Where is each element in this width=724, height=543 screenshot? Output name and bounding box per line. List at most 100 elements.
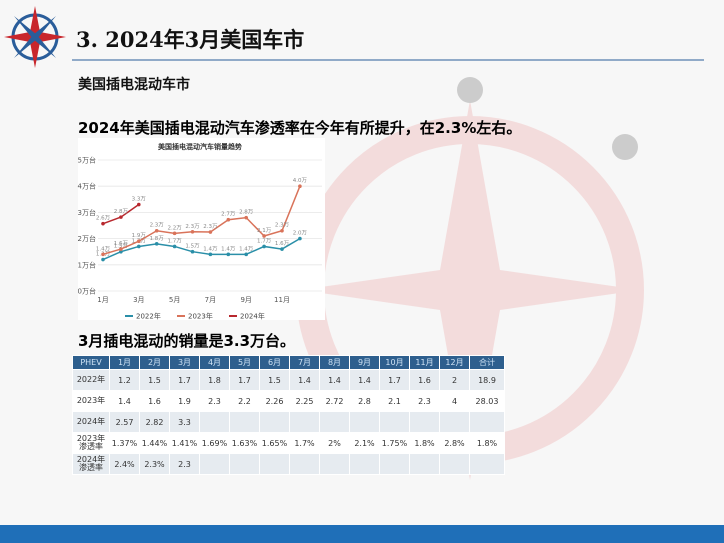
data-label: 1.4万 <box>239 245 254 252</box>
table-cell <box>439 453 470 475</box>
table-cell: 1.6 <box>409 369 440 391</box>
point <box>119 249 123 254</box>
table-cell: 2.3% <box>139 453 170 475</box>
table-cell: 1.41% <box>169 432 200 454</box>
table-cell: 1.69% <box>199 432 230 454</box>
point <box>137 244 141 249</box>
point <box>226 217 231 222</box>
table-cell: 1.5 <box>259 369 290 391</box>
table-cell: 5月 <box>229 355 260 370</box>
table-cell: 2.1 <box>379 390 410 412</box>
table-cell: 1.65% <box>259 432 290 454</box>
table-cell: 1.6 <box>139 390 170 412</box>
table-cell: PHEV <box>72 355 110 370</box>
x-tick-label: 3月 <box>133 296 144 304</box>
data-label: 1.7万 <box>167 237 182 244</box>
table-cell <box>469 453 505 475</box>
table-cell: 1.4 <box>289 369 320 391</box>
point <box>101 252 105 257</box>
table-cell: 1.7 <box>379 369 410 391</box>
table-cell: 2022年 <box>72 369 110 391</box>
table-cell <box>319 453 350 475</box>
text: 2024年美国插电混动汽车渗透率在今年有所提升，在2.3%左右。 <box>78 119 522 137</box>
table-cell: 2.72 <box>319 390 350 412</box>
table-cell: 1.4 <box>349 369 380 391</box>
table: PHEV 1月 2月 3月 4月 5月 6月 7月 8月 9月 10月 11月 12月 合计 2022年 1.… <box>72 355 505 475</box>
point <box>208 252 213 257</box>
point <box>154 242 159 246</box>
data-label: 2.3万 <box>185 223 200 230</box>
data-label: 2.8万 <box>239 209 254 216</box>
table-cell: 1.44% <box>139 432 170 454</box>
point <box>137 202 141 207</box>
table-cell: 2.4% <box>109 453 140 475</box>
chart-title: 美国插电混动汽车销量趋势 <box>158 142 242 151</box>
x-tick-label: 1月 <box>97 296 108 304</box>
point <box>172 244 177 249</box>
data-label: 2.0万 <box>293 230 308 237</box>
footer-bar <box>0 525 724 543</box>
table-row: 2024年 2.57 2.82 3.3 <box>72 411 505 433</box>
point <box>262 244 266 249</box>
chart-bg <box>78 138 325 320</box>
table-cell: 2.25 <box>289 390 320 412</box>
table-cell <box>439 411 470 433</box>
table-cell: 1月 <box>109 355 140 370</box>
table-cell: 18.9 <box>469 369 505 391</box>
x-tick-label: 11月 <box>274 296 290 304</box>
data-label: 2.3万 <box>275 222 290 229</box>
table-cell: 2.26 <box>259 390 290 412</box>
table-cell: 6月 <box>259 355 290 370</box>
data-label: 1.4万 <box>96 245 111 252</box>
table-cell: 1.8 <box>199 369 230 391</box>
table-cell <box>289 411 320 433</box>
table-cell <box>229 411 260 433</box>
point <box>262 234 266 238</box>
table-cell: 8月 <box>319 355 350 370</box>
table-cell: 1.4 <box>109 390 140 412</box>
table-cell: 3.3 <box>169 411 200 433</box>
table-cell <box>259 411 290 433</box>
table-cell: 1.63% <box>229 432 260 454</box>
slide-title: 3. 2024年3月美国车市 <box>76 27 305 52</box>
data-label: 1.5万 <box>114 243 129 250</box>
table-cell: 2024年 <box>72 411 110 433</box>
table-cell: 2.8 <box>349 390 380 412</box>
table-cell: 4 <box>439 390 470 412</box>
table-cell: 1.2 <box>109 369 140 391</box>
data-label: 2.3万 <box>203 223 218 230</box>
data-label: 3.3万 <box>132 196 147 203</box>
table-cell <box>409 411 440 433</box>
table-cell: 2% <box>319 432 350 454</box>
table-cell <box>199 453 230 475</box>
table-cell: 10月 <box>379 355 410 370</box>
table-cell <box>289 453 320 475</box>
data-label: 4.0万 <box>293 177 308 184</box>
point <box>244 252 248 257</box>
table-cell: 1.4 <box>319 369 350 391</box>
table-cell: 3月 <box>169 355 200 370</box>
watermark-dot <box>612 134 638 160</box>
table-cell: 1.8% <box>469 432 505 454</box>
y-tick-label: 1万台 <box>78 260 96 269</box>
table-cell: 1.7 <box>169 369 200 391</box>
series-line <box>102 185 301 256</box>
table-cell: 2023年渗透率 <box>72 432 110 454</box>
table-cell <box>409 453 440 475</box>
table-cell: 9月 <box>349 355 380 370</box>
series-line <box>102 237 301 261</box>
data-label: 1.5万 <box>185 243 200 250</box>
data-label: 1.6万 <box>114 240 129 247</box>
data-label: 1.7万 <box>257 237 272 244</box>
chart: 美国插电混动汽车销量趋势 0万台 1万台 2万台 3万台 4万台 5万台 1月 3月 5月 7月 9月… <box>78 142 322 321</box>
point <box>119 247 123 251</box>
table-cell: 2.1% <box>349 432 380 454</box>
y-tick-label: 3万台 <box>78 208 96 217</box>
point <box>298 236 302 241</box>
table-cell <box>229 453 260 475</box>
table-cell: 1.75% <box>379 432 410 454</box>
table-cell: 2.82 <box>139 411 170 433</box>
data-label: 1.8万 <box>150 235 165 242</box>
table-cell: 1.7% <box>289 432 320 454</box>
